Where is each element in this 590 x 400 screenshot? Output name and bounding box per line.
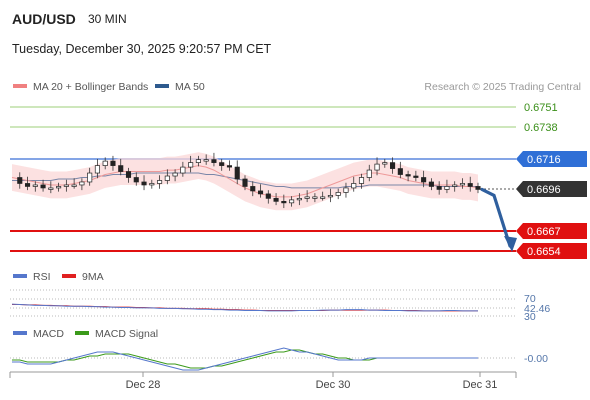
macd-signal-line	[12, 349, 478, 369]
candle-body-45	[358, 177, 365, 184]
macd-legend-swatch	[13, 331, 27, 335]
level-label-1: 0.6738	[524, 122, 558, 134]
candle-body-53	[421, 177, 427, 183]
candle-body-30	[242, 178, 248, 187]
candle-body-54	[428, 181, 434, 187]
current-price-tag	[516, 181, 587, 197]
pair-title: AUD/USD	[12, 11, 76, 27]
legend-rsi: RSI	[33, 271, 51, 283]
datetime-label: Tuesday, December 30, 2025 9:20:57 PM CE…	[12, 42, 272, 56]
candle-body-22	[180, 166, 186, 174]
candle-body-16	[133, 177, 139, 183]
candle-body-9	[79, 181, 85, 186]
candle-body-28	[226, 165, 233, 168]
candle-body-25	[203, 159, 209, 162]
macd-line	[12, 347, 478, 371]
candle-body-36	[289, 199, 295, 204]
x-tick-label-0: Dec 28	[126, 379, 161, 391]
candle-body-23	[188, 162, 194, 168]
legend-macd: MACD	[33, 328, 64, 340]
copyright-label: Research © 2025 Trading Central	[424, 81, 581, 93]
candle-body-13	[110, 160, 116, 166]
candle-body-47	[374, 163, 380, 171]
level-label-4: 0.6667	[527, 226, 561, 238]
candle-body-29	[234, 166, 240, 180]
candle-body-11	[94, 165, 100, 174]
candle-body-21	[172, 172, 178, 177]
candle-body-34	[273, 198, 279, 202]
candle-body-60	[475, 186, 481, 190]
candle-body-55	[436, 186, 442, 190]
rsi-tick-current: 42.46	[524, 303, 550, 315]
rsi-legend-swatch	[13, 274, 27, 278]
candle-body-37	[296, 198, 302, 201]
candle-body-6	[56, 186, 62, 189]
candle-body-40	[320, 196, 326, 199]
candle-body-32	[257, 190, 264, 195]
candle-body-33	[265, 193, 271, 199]
candle-body-8	[71, 184, 77, 187]
candle-body-58	[459, 183, 466, 186]
candle-body-18	[149, 183, 155, 186]
candle-body-10	[87, 172, 93, 183]
candle-body-4	[40, 184, 46, 189]
candle-body-50	[397, 168, 403, 175]
candle-body-49	[390, 162, 396, 169]
candle-body-57	[452, 184, 458, 187]
candle-body-46	[366, 169, 372, 178]
candle-body-43	[343, 187, 349, 193]
level-tag-4	[516, 223, 587, 239]
candle-body-26	[211, 159, 217, 163]
candle-body-52	[413, 175, 419, 178]
ma50-legend-swatch	[155, 84, 169, 88]
candle-body-3	[32, 184, 38, 187]
candle-body-42	[335, 192, 341, 196]
legend-macd-signal: MACD Signal	[95, 328, 158, 340]
candle-body-14	[118, 165, 124, 172]
current-price-label: 0.6696	[527, 184, 561, 196]
rsi-tick-70: 70	[524, 293, 536, 305]
candle-body-24	[195, 159, 201, 163]
rsi-ma-legend-swatch	[62, 274, 76, 278]
candle-body-19	[157, 180, 163, 184]
candle-body-39	[312, 196, 318, 199]
candle-body-38	[304, 196, 310, 199]
forecast-arrow-head	[504, 236, 517, 253]
level-tag-5	[516, 243, 587, 259]
level-tag-2	[516, 151, 587, 167]
legend-rsi-ma: 9MA	[82, 271, 104, 283]
level-label-2: 0.6716	[527, 154, 561, 166]
rsi-line	[11, 303, 478, 312]
level-label-0: 0.6751	[524, 102, 558, 114]
candle-body-12	[102, 160, 108, 166]
candle-body-17	[141, 181, 147, 186]
timeframe-label: 30 MIN	[88, 12, 127, 26]
rsi-tick-30: 30	[524, 311, 536, 323]
candle-body-20	[164, 175, 170, 181]
macd-tick: -0.00	[524, 353, 548, 365]
candle-body-15	[125, 171, 132, 178]
legend-item-ma20: MA 20 + Bollinger Bands	[33, 81, 148, 93]
candle-body-56	[444, 186, 450, 190]
level-label-5: 0.6654	[527, 246, 561, 258]
candle-body-7	[63, 184, 69, 187]
forecast-arrow-line	[480, 187, 512, 248]
x-tick-label-2: Dec 31	[463, 379, 498, 391]
candle-body-5	[48, 187, 54, 190]
candle-body-27	[219, 162, 225, 166]
candle-body-59	[467, 183, 473, 187]
candle-body-31	[250, 186, 256, 192]
candle-body-44	[351, 183, 357, 189]
candle-body-41	[327, 195, 333, 198]
x-tick-label-1: Dec 30	[316, 379, 351, 391]
candle-body-35	[281, 201, 287, 204]
macd-signal-legend-swatch	[75, 331, 89, 335]
candle-body-51	[405, 174, 411, 177]
ma20-legend-swatch	[13, 84, 27, 88]
legend-item-ma50: MA 50	[175, 81, 205, 93]
candle-body-48	[382, 162, 388, 165]
candle-body-1	[17, 177, 23, 184]
candle-body-2	[24, 183, 31, 187]
